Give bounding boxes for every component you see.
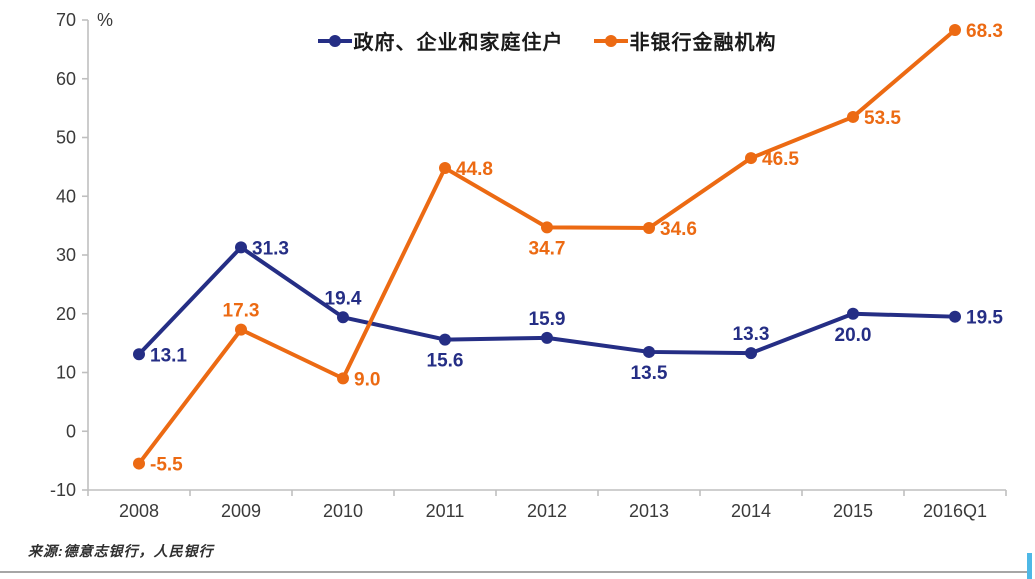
legend-dot-icon [328,34,341,47]
y-axis-unit-label: % [97,10,113,30]
bottom-divider [0,571,1031,573]
chart-legend: 政府、企业和家庭住户 非银行金融机构 [88,26,1006,55]
data-point-label: 34.6 [660,219,697,240]
data-point-label: 31.3 [252,238,289,259]
data-point-marker [541,221,553,234]
data-point-label: 44.8 [456,159,493,180]
y-tick-label: 10 [56,363,76,383]
legend-dot-icon [604,34,617,47]
data-point-marker [643,345,655,358]
data-point-marker [745,347,757,360]
data-point-marker [337,311,349,324]
data-point-label: 17.3 [223,301,260,322]
y-tick-label: 60 [56,69,76,89]
data-point-marker [439,333,451,346]
legend-marker-orange-line-dot-icon [593,34,628,48]
data-point-marker [133,457,145,470]
legend-label-nonbank: 非银行金融机构 [629,32,777,54]
data-point-marker [745,152,757,165]
data-point-marker [847,307,859,320]
data-point-marker [847,110,859,123]
y-tick-label: 0 [66,421,76,441]
data-point-marker [133,348,145,361]
y-tick-label: -10 [50,480,76,500]
data-point-label: 53.5 [864,108,901,129]
y-tick-label: 30 [56,245,76,265]
x-tick-label: 2011 [426,501,465,521]
y-tick-label: 20 [56,304,76,324]
x-tick-label: 2013 [629,501,669,521]
data-point-marker [439,162,451,175]
data-point-marker [949,23,961,36]
x-tick-label: 2012 [527,501,567,521]
data-point-label: 20.0 [835,325,872,346]
legend-label-government: 政府、企业和家庭住户 [353,32,564,54]
x-tick-label: 2016Q1 [923,501,987,521]
data-point-marker [541,331,553,344]
y-tick-label: 70 [56,10,76,30]
x-tick-label: 2009 [221,501,261,521]
data-point-marker [235,241,247,254]
data-point-marker [235,323,247,336]
data-point-label: 34.7 [529,238,566,259]
data-point-label: 19.4 [325,288,362,309]
data-point-label: 19.5 [966,308,1003,329]
data-point-label: 13.5 [631,363,668,384]
legend-item-government-series: 政府、企业和家庭住户 [317,26,564,55]
data-point-label: 13.3 [733,324,770,345]
source-note: 来源:德意志银行，人民银行 [28,543,214,559]
data-point-label: 15.9 [529,309,566,330]
data-point-label: 46.5 [762,149,799,170]
y-tick-label: 40 [56,186,76,206]
page-edge-accent [1027,553,1032,579]
x-tick-label: 2014 [731,501,771,521]
data-point-marker [949,310,961,323]
data-point-label: 13.1 [150,345,187,366]
y-tick-label: 50 [56,128,76,148]
data-point-label: 9.0 [354,369,380,390]
data-point-marker [643,221,655,234]
x-tick-label: 2008 [119,501,159,521]
data-point-label: 68.3 [966,21,1003,42]
legend-item-nonbank-series: 非银行金融机构 [593,26,777,55]
legend-marker-blue-line-dot-icon [317,34,352,48]
x-tick-label: 2015 [833,501,873,521]
data-point-label: -5.5 [150,455,183,476]
x-tick-label: 2010 [323,501,363,521]
data-point-marker [337,372,349,385]
data-point-label: 15.6 [427,351,464,372]
